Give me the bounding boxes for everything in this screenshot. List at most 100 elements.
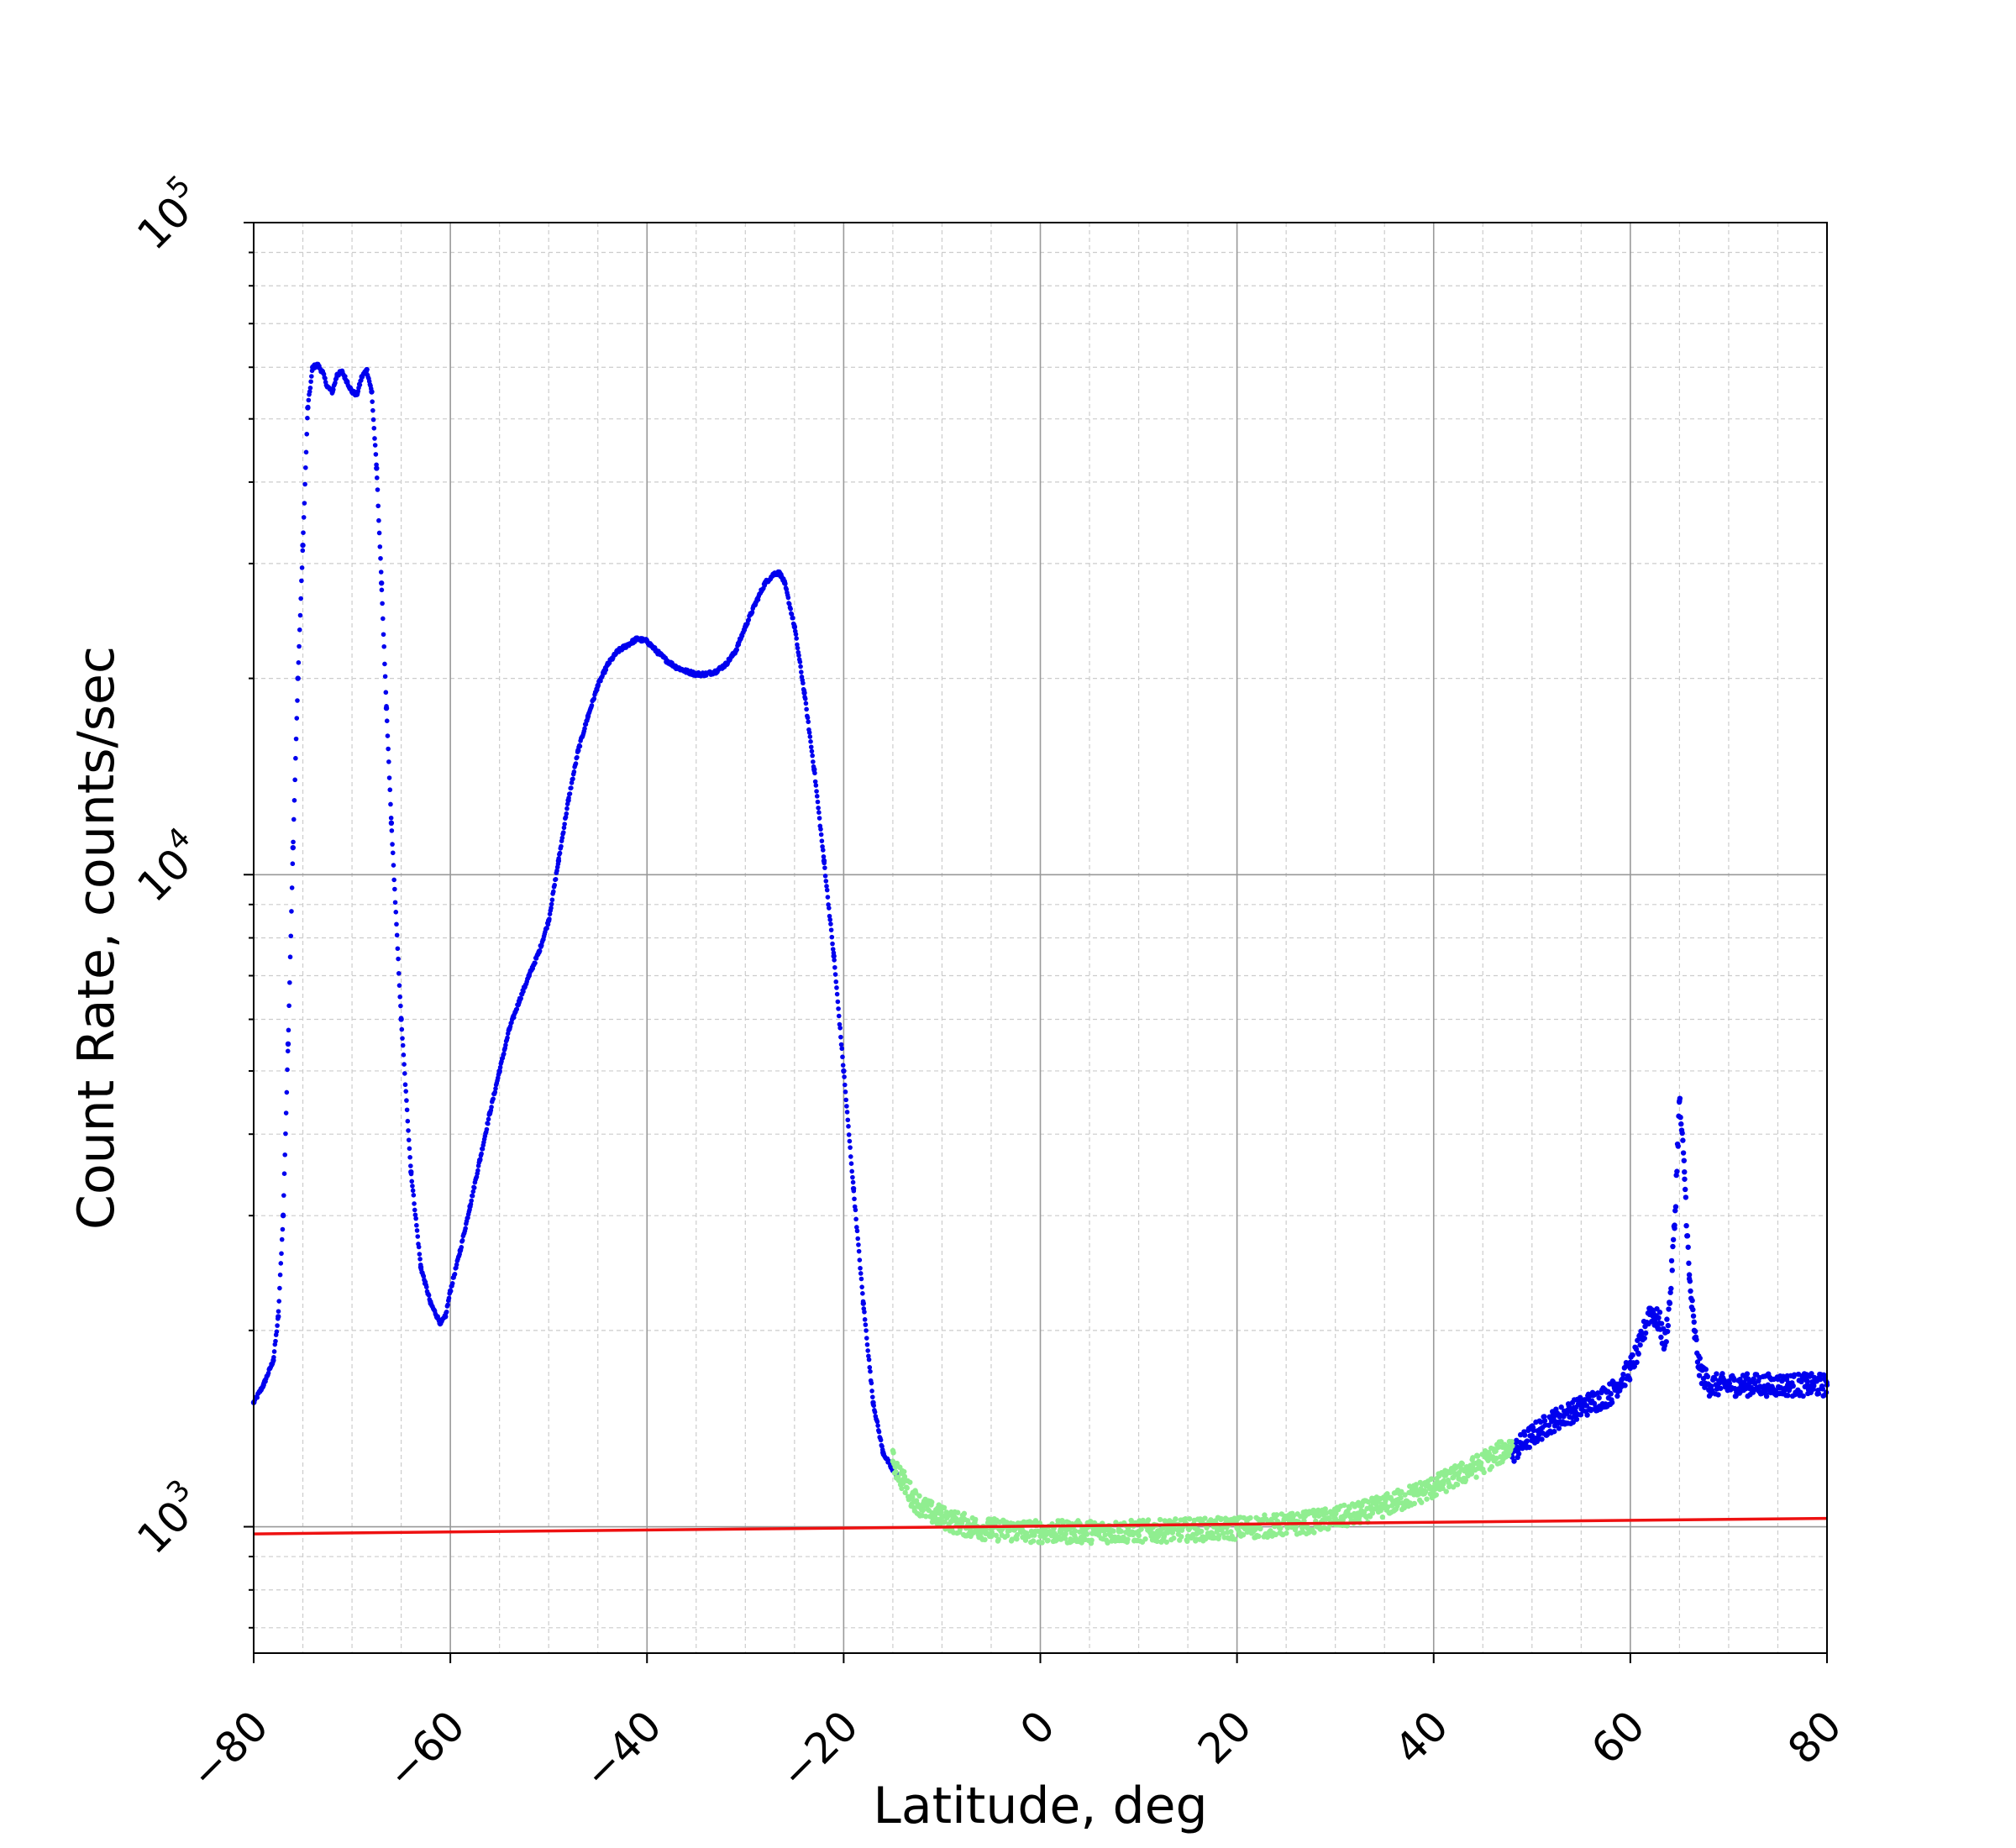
background-point [1488, 1463, 1495, 1470]
high-point [1687, 1278, 1693, 1284]
high-point [1668, 1257, 1675, 1264]
high-point [302, 481, 307, 487]
high-point [799, 669, 804, 675]
high-point [275, 1323, 280, 1328]
background-point [1145, 1517, 1152, 1523]
high-point [289, 909, 294, 914]
high-point [374, 475, 380, 480]
high-point [808, 744, 814, 750]
high-point [1679, 1130, 1685, 1137]
high-point [874, 1419, 880, 1425]
high-point [379, 587, 385, 593]
high-point [1690, 1313, 1697, 1319]
background-point [1171, 1535, 1177, 1541]
high-point [1682, 1168, 1688, 1175]
high-point [806, 719, 811, 725]
high-point [260, 1384, 266, 1389]
background-point [989, 1530, 995, 1536]
high-point [375, 487, 381, 492]
background-point [1365, 1499, 1372, 1505]
high-point [569, 785, 574, 790]
high-point [559, 843, 564, 849]
high-point [1515, 1451, 1522, 1457]
background-point [1440, 1485, 1446, 1492]
background-point [1410, 1489, 1415, 1495]
high-point [391, 863, 396, 868]
high-point [811, 764, 816, 769]
high-point [1682, 1186, 1688, 1193]
high-point [865, 1348, 870, 1353]
high-point [278, 1261, 284, 1266]
high-point [486, 1116, 491, 1122]
y-tick-label: 103 [123, 1473, 213, 1564]
high-point [832, 972, 838, 977]
high-point [307, 389, 312, 394]
high-point [270, 1359, 276, 1364]
y-tick-label: 105 [123, 169, 213, 260]
background-point [1284, 1530, 1289, 1536]
high-point [809, 748, 815, 754]
high-point [868, 1368, 873, 1374]
high-point [755, 597, 761, 602]
background-point [1273, 1531, 1278, 1538]
high-point [501, 1051, 507, 1057]
high-point [818, 827, 823, 832]
high-point [459, 1245, 465, 1250]
high-point [866, 1357, 872, 1362]
high-point [872, 1410, 878, 1415]
high-point [829, 934, 835, 940]
high-point [1692, 1328, 1698, 1335]
high-point [1558, 1404, 1564, 1410]
high-point [283, 1110, 289, 1116]
background-point [1473, 1474, 1479, 1480]
high-point [814, 794, 820, 799]
high-point [559, 835, 565, 841]
high-point [291, 816, 297, 822]
background-point [1062, 1536, 1068, 1541]
high-point [824, 887, 830, 893]
high-point [376, 530, 382, 536]
high-point [296, 660, 302, 665]
fit-line [253, 1516, 1828, 1536]
high-point [804, 706, 809, 712]
high-point [857, 1257, 863, 1263]
high-point [298, 596, 303, 601]
high-point [387, 787, 393, 793]
background-point [1184, 1538, 1190, 1544]
high-point [276, 1309, 281, 1314]
high-point [1685, 1244, 1691, 1250]
background-point [1014, 1536, 1020, 1542]
high-point [852, 1196, 857, 1202]
high-point [866, 1353, 871, 1359]
high-point [871, 1403, 876, 1409]
background-point [1004, 1520, 1010, 1525]
high-point [816, 806, 821, 811]
high-point [816, 816, 822, 821]
high-point [838, 1042, 844, 1047]
high-point [402, 1082, 408, 1088]
high-point [1665, 1322, 1672, 1329]
high-point [1551, 1428, 1557, 1435]
high-point [554, 868, 559, 874]
high-point [801, 688, 807, 693]
x-tick-label: −60 [377, 1701, 475, 1798]
high-point [1683, 1222, 1689, 1229]
high-point [412, 1201, 417, 1206]
high-point [564, 801, 570, 806]
background-point [1162, 1518, 1168, 1524]
high-point [374, 462, 379, 468]
high-point [1596, 1394, 1602, 1401]
high-point [828, 921, 833, 927]
background-point [1179, 1534, 1184, 1540]
background-point [920, 1507, 926, 1514]
high-point [463, 1226, 468, 1231]
high-point [810, 753, 815, 759]
high-point [856, 1242, 861, 1247]
background-point [1390, 1501, 1396, 1507]
background-point [1257, 1525, 1263, 1532]
high-point [1696, 1373, 1703, 1378]
high-point [1634, 1359, 1640, 1366]
background-point [1481, 1469, 1487, 1476]
high-point [521, 989, 526, 995]
high-point [404, 1098, 409, 1103]
